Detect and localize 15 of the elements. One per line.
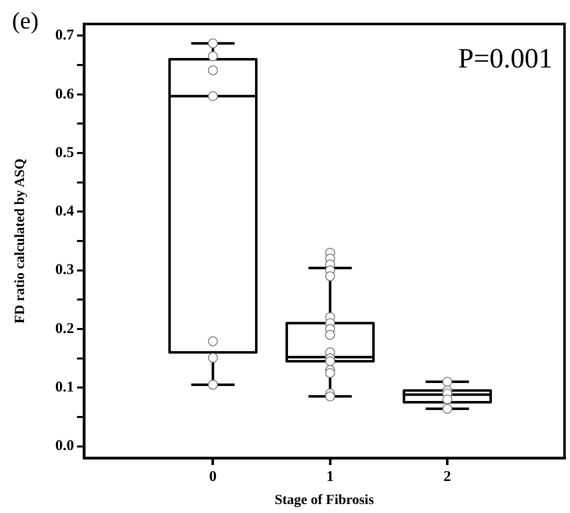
x-tick-label: 0 (209, 468, 217, 485)
y-axis-title: FD ratio calculated by ASQ (13, 158, 28, 324)
y-tick-label: 0.7 (55, 28, 74, 44)
y-tick-label: 0.6 (55, 86, 74, 102)
text: (e) (12, 8, 39, 34)
y-tick-label: 0.3 (55, 262, 74, 278)
y-tick-label: 0.0 (55, 438, 74, 454)
annotation: P=0.001 (458, 43, 552, 74)
y-tick-label: 0.5 (55, 144, 74, 161)
y-tick-label: 0.1 (55, 379, 74, 396)
y-tick-label: 0.4 (55, 204, 74, 220)
x-tick-label: 2 (444, 468, 452, 485)
y-tick-label: 0.2 (55, 320, 74, 337)
x-axis-title: Stage of Fibrosis (274, 493, 374, 508)
x-tick-label: 1 (326, 468, 334, 485)
